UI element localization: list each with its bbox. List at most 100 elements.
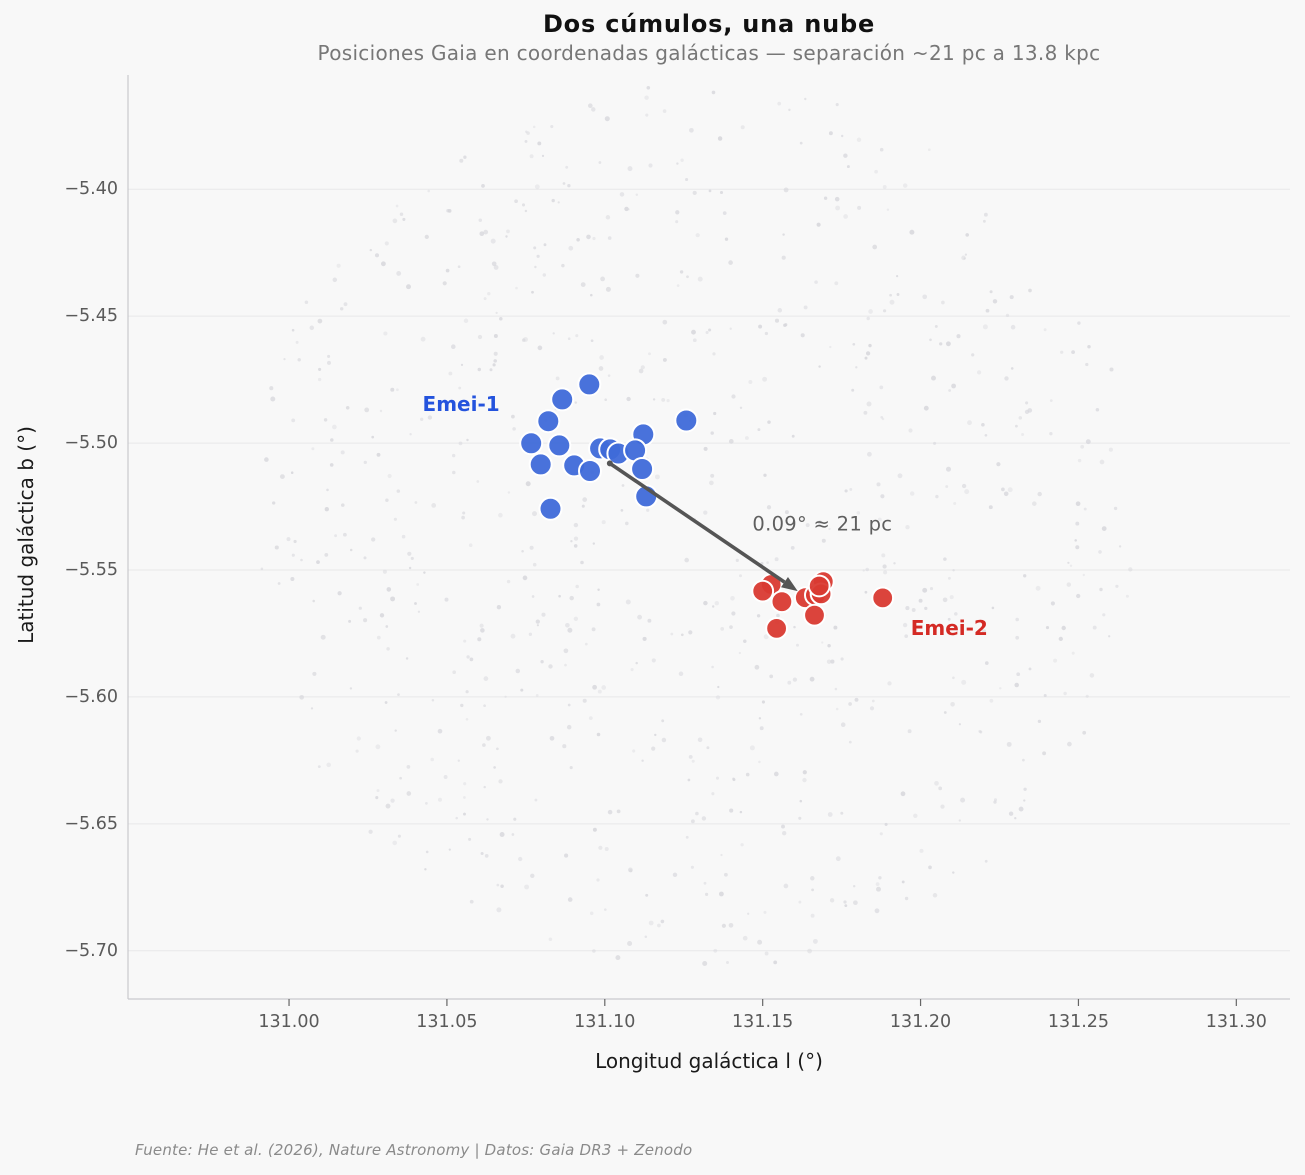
- cloud-dot: [304, 300, 309, 304]
- cloud-dot: [607, 374, 611, 377]
- cloud-dot: [356, 736, 361, 741]
- cloud-dot: [443, 775, 448, 779]
- cloud-dot: [938, 786, 943, 791]
- cloud-dot: [511, 833, 515, 836]
- cloud-dot: [498, 779, 503, 784]
- cloud-dot: [621, 484, 625, 487]
- cloud-dot: [339, 307, 344, 311]
- cloud-dot: [985, 308, 990, 313]
- cloud-dot: [843, 153, 848, 158]
- x-axis-label: Longitud galáctica l (°): [595, 1049, 823, 1073]
- cloud-dot: [524, 209, 528, 213]
- cloud-dot: [798, 900, 802, 904]
- cloud-dot: [645, 113, 649, 117]
- cloud-dot: [300, 558, 303, 562]
- cloud-dot: [690, 819, 695, 824]
- cloud-dot: [826, 659, 832, 664]
- cloud-dot: [543, 243, 547, 247]
- cloud-dot: [1085, 439, 1091, 445]
- cloud-dot: [483, 785, 486, 789]
- cloud-dot: [591, 627, 596, 632]
- cloud-dot: [620, 509, 624, 512]
- cloud-dot: [713, 948, 718, 953]
- cloud-dot: [582, 497, 588, 502]
- cloud-dot: [460, 703, 464, 708]
- cloud-dot: [420, 336, 426, 342]
- cloud-dot: [834, 196, 840, 202]
- cloud-dot: [310, 707, 314, 710]
- cloud-dot: [427, 415, 433, 420]
- cloud-dot: [518, 856, 523, 862]
- cloud-dot: [601, 685, 607, 690]
- cloud-dot: [855, 366, 858, 369]
- cloud-dot: [929, 338, 932, 342]
- cloud-dot: [588, 716, 593, 721]
- cloud-dot: [644, 95, 649, 100]
- cloud-dot: [1066, 582, 1072, 587]
- cloud-dot: [1009, 295, 1014, 300]
- cloud-dot: [867, 451, 872, 457]
- cloud-dot: [376, 789, 380, 793]
- cloud-dot: [740, 843, 744, 847]
- cloud-dot: [848, 740, 852, 744]
- cloud-dot: [317, 765, 321, 769]
- cloud-dot: [897, 473, 903, 479]
- cloud-dot: [654, 733, 657, 737]
- cloud-dot: [758, 324, 763, 329]
- cloud-dot: [393, 517, 397, 521]
- cloud-dot: [625, 521, 629, 526]
- cloud-dot: [1027, 408, 1033, 413]
- cloud-dot: [835, 103, 839, 107]
- cloud-dot: [616, 809, 621, 814]
- cloud-dot: [783, 323, 787, 328]
- cloud-dot: [757, 428, 761, 432]
- cloud-dot: [575, 334, 579, 338]
- cloud-dot: [406, 284, 411, 290]
- cloud-dot: [927, 148, 931, 152]
- cloud-dot: [380, 261, 386, 267]
- cloud-dot: [1071, 651, 1075, 655]
- cloud-dot: [817, 520, 822, 525]
- cloud-dot: [457, 265, 461, 269]
- cloud-dot: [662, 109, 667, 113]
- cloud-dot: [332, 277, 338, 283]
- cloud-dot: [1015, 635, 1020, 640]
- cloud-dot: [843, 900, 847, 904]
- cloud-dot: [965, 233, 969, 237]
- cloud-dot: [524, 884, 530, 890]
- cloud-dot: [641, 759, 644, 762]
- cloud-dot: [462, 511, 466, 515]
- cloud-dot: [414, 602, 417, 605]
- cloud-dot: [709, 480, 714, 486]
- cloud-dot: [312, 671, 317, 676]
- cloud-dot: [510, 633, 516, 639]
- data-point-emei-2: [751, 579, 775, 603]
- cloud-dot: [573, 544, 578, 548]
- cloud-dot: [561, 263, 565, 268]
- cloud-dot: [385, 803, 391, 809]
- cloud-dot: [722, 211, 727, 215]
- cloud-dot: [827, 643, 831, 648]
- cloud-dot: [477, 637, 482, 642]
- cloud-dot: [563, 648, 569, 654]
- cloud-dot: [670, 632, 674, 636]
- cloud-dot: [531, 290, 534, 294]
- cloud-dot: [773, 960, 778, 965]
- cloud-dot: [482, 743, 486, 747]
- cloud-dot: [747, 912, 750, 915]
- cloud-dot: [703, 881, 707, 885]
- cloud-dot: [1077, 458, 1082, 463]
- cloud-dot: [496, 883, 500, 887]
- cloud-dot: [958, 819, 961, 822]
- cloud-dot: [1037, 491, 1042, 497]
- cloud-dot: [952, 569, 955, 572]
- cloud-dot: [714, 600, 720, 606]
- cloud-dot: [728, 922, 734, 928]
- cloud-dot: [295, 340, 299, 344]
- y-tick-label: −5.50: [64, 433, 118, 454]
- cloud-dot: [1015, 617, 1019, 622]
- cloud-dot: [882, 564, 887, 569]
- cloud-dot: [468, 543, 473, 547]
- cloud-dot: [397, 693, 400, 696]
- cloud-dot: [1014, 682, 1019, 688]
